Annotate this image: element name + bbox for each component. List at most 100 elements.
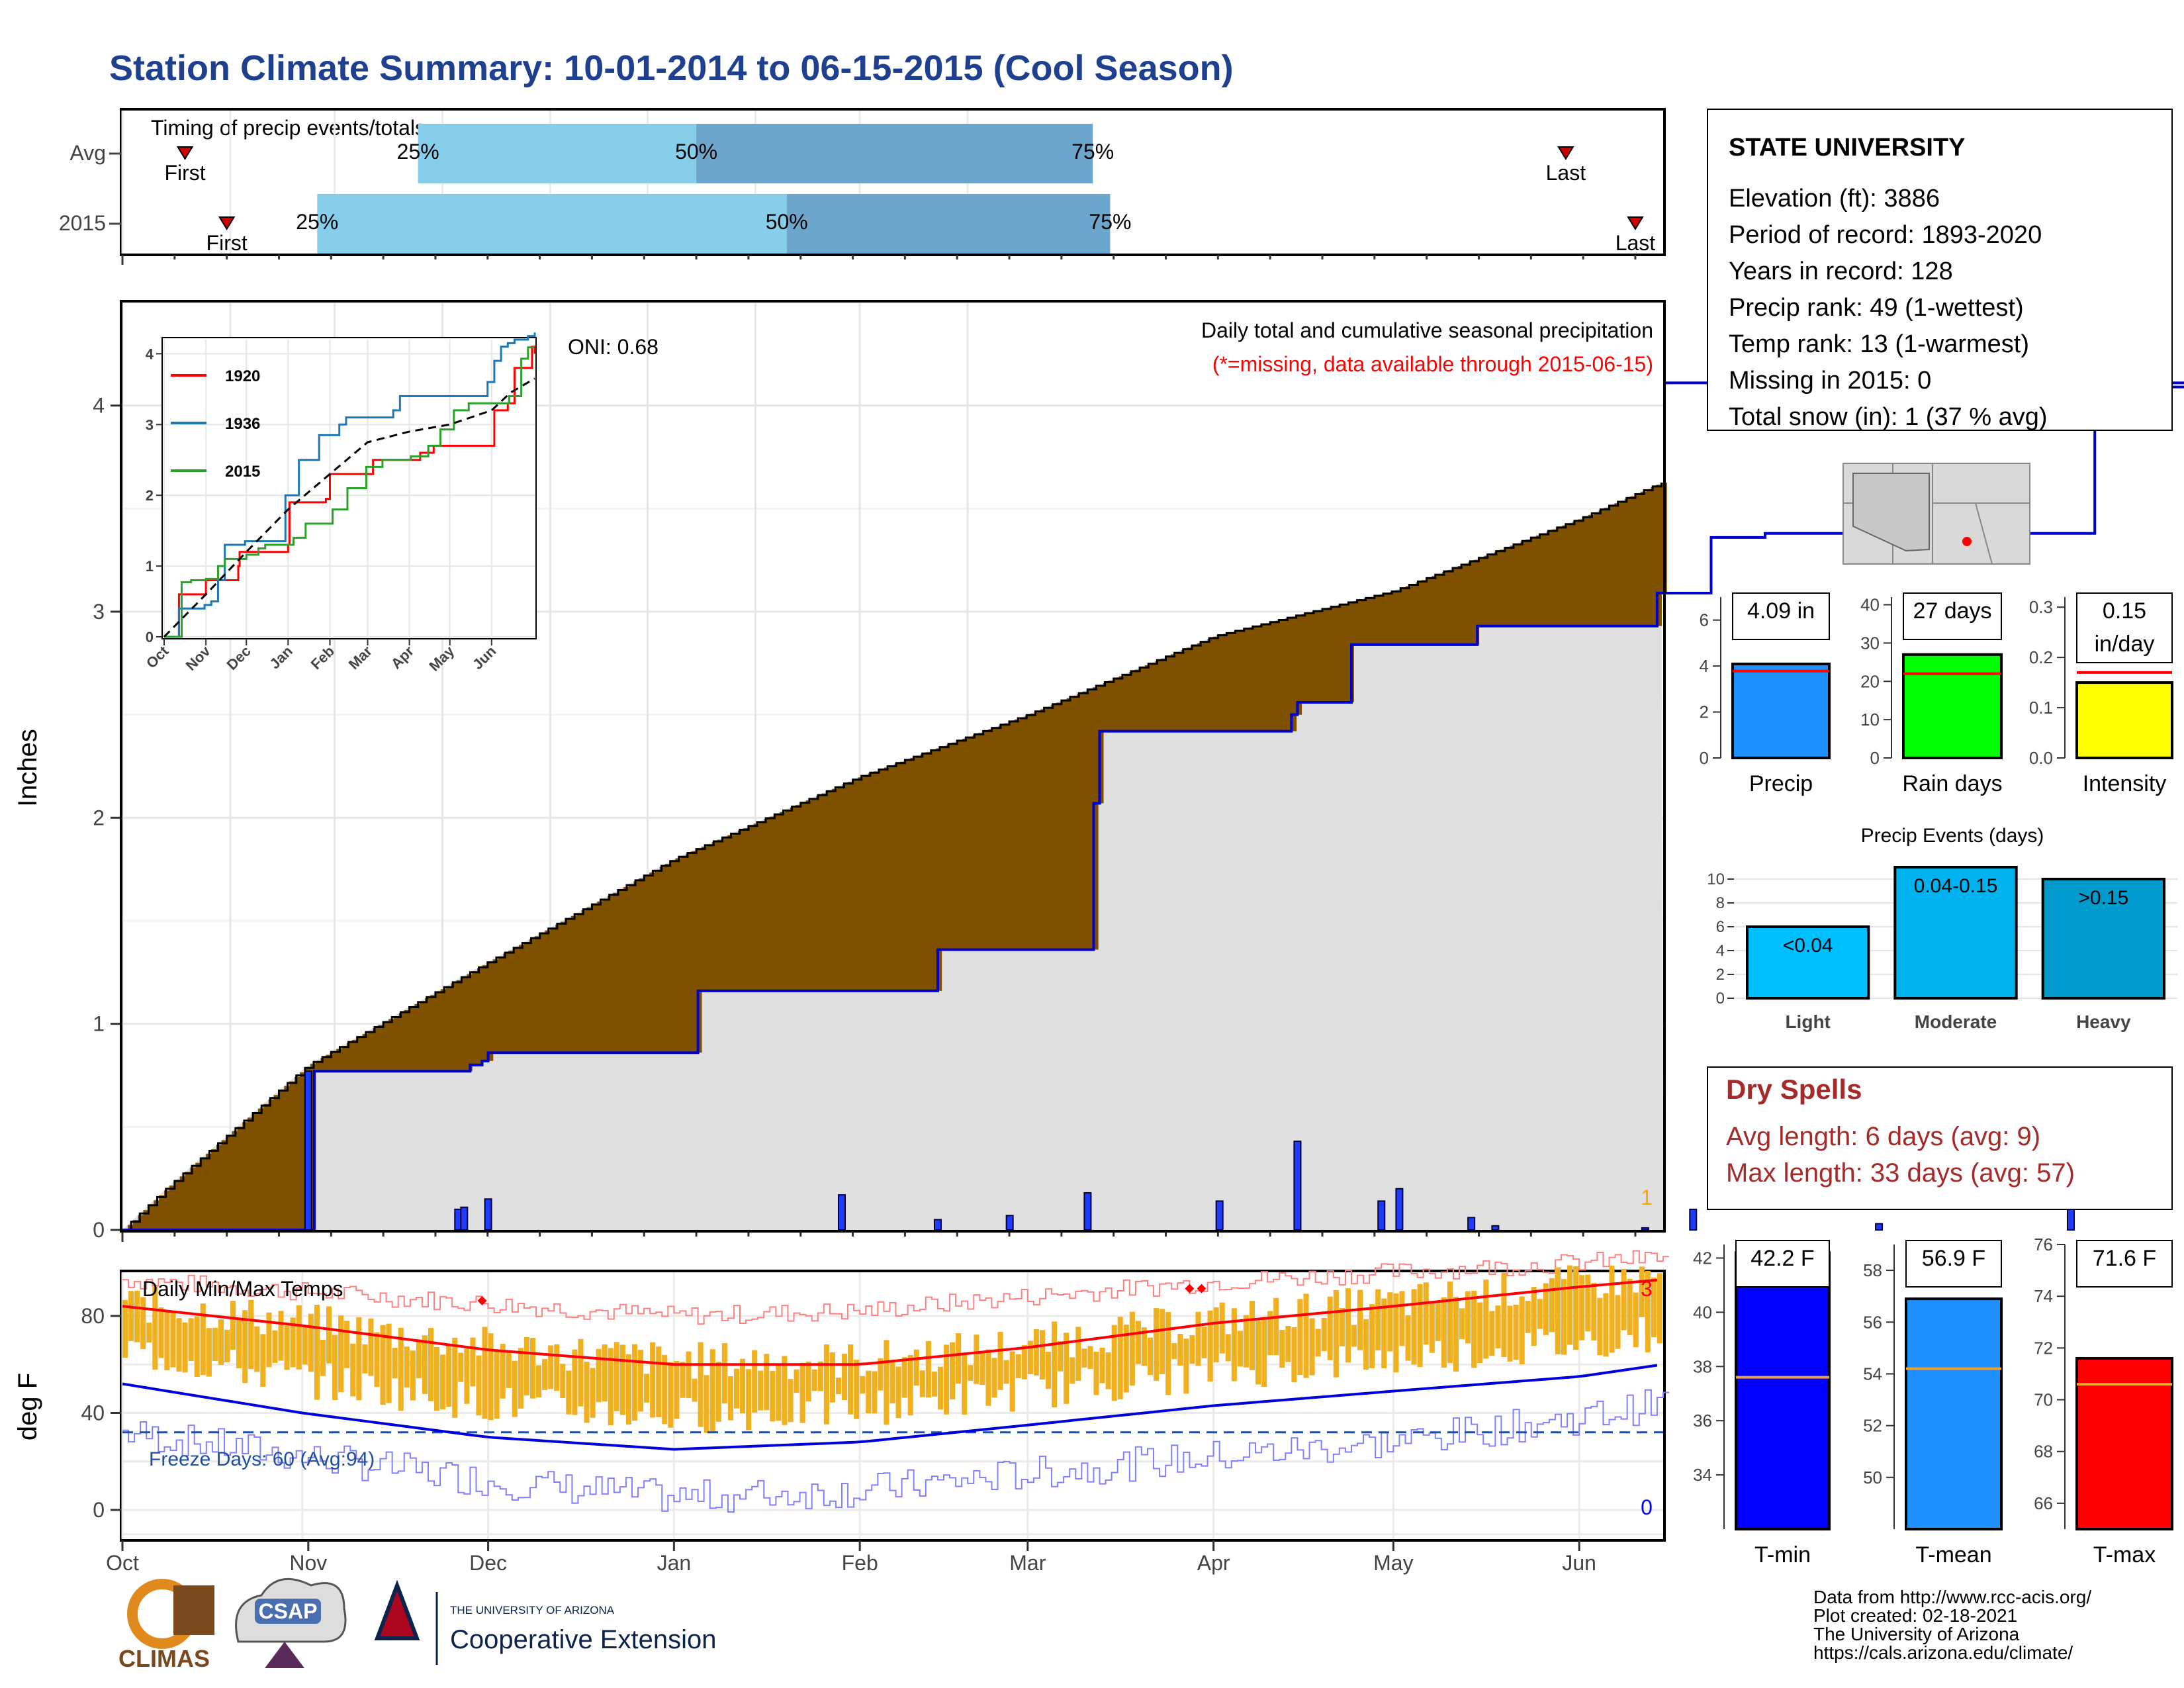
- diff-fill: [289, 1081, 295, 1230]
- diff-fill: [868, 773, 874, 991]
- credits: Data from http://www.rcc-acis.org/ Plot …: [1813, 1587, 2091, 1663]
- diff-fill: [785, 810, 791, 991]
- diff-fill: [686, 853, 692, 1053]
- station-line: Precip rank: 49 (1-wettest): [1729, 294, 2024, 322]
- daily-temp-bar: [1279, 1329, 1285, 1368]
- temp-panel: 0 40 80 Daily Min/Max Temps deg F Freeze D…: [13, 1250, 1670, 1575]
- diff-fill: [936, 748, 942, 991]
- diff-fill: [378, 1025, 384, 1072]
- daily-temp-bar: [542, 1358, 548, 1390]
- y-tick-label: 38: [1693, 1356, 1712, 1376]
- daily-temp-bar: [1363, 1319, 1369, 1370]
- daily-temp-bar: [470, 1337, 476, 1387]
- daily-temp-bar: [368, 1318, 374, 1376]
- record-marker: [1197, 1284, 1206, 1293]
- y-tick-label: 2: [1716, 966, 1725, 984]
- inset-y-tick-label: 2: [146, 487, 154, 504]
- daily-temp-bar: [1141, 1327, 1147, 1366]
- daily-temp-bar: [662, 1354, 668, 1425]
- daily-temp-bar: [835, 1378, 842, 1395]
- diff-fill: [972, 735, 979, 950]
- precip-missing-note: (*=missing, data available through 2015-…: [1212, 352, 1653, 376]
- daily-temp-bar: [1291, 1327, 1297, 1383]
- diff-fill: [341, 1046, 347, 1072]
- daily-temp-bar: [721, 1342, 727, 1404]
- diff-fill: [1520, 541, 1527, 626]
- daily-temp-bar: [715, 1362, 721, 1422]
- diff-fill: [675, 858, 682, 1053]
- daily-temp-bar: [698, 1342, 704, 1427]
- daily-temp-bar: [398, 1327, 404, 1411]
- diff-fill: [1421, 580, 1428, 645]
- daily-temp-bar: [770, 1370, 776, 1422]
- daily-temp-bar: [788, 1379, 794, 1423]
- diff-fill: [148, 1205, 154, 1230]
- location-map: [1843, 463, 2030, 565]
- daily-temp-bar: [1543, 1283, 1549, 1335]
- diff-fill: [628, 884, 635, 1053]
- y-tick-label: 3: [93, 600, 105, 624]
- daily-temp-bar: [1255, 1321, 1261, 1385]
- value-box: [1905, 1240, 2002, 1288]
- avg-cumulative-line: [122, 483, 1662, 1231]
- daily-temp-bar: [776, 1365, 782, 1421]
- diff-fill: [764, 819, 770, 991]
- timing-label-25: 25%: [296, 210, 338, 234]
- diff-fill: [847, 782, 854, 991]
- daily-temp-bar: [614, 1342, 619, 1411]
- diff-fill: [1265, 623, 1271, 731]
- diff-fill: [1473, 559, 1480, 645]
- diff-fill: [1374, 596, 1381, 645]
- diff-fill: [1317, 610, 1323, 702]
- daily-temp-bar: [1087, 1346, 1093, 1370]
- timing-label-50: 50%: [675, 140, 717, 164]
- y-tick-label: 70: [2034, 1390, 2053, 1410]
- daily-temp-bar: [854, 1360, 860, 1419]
- daily-temp-bar: [140, 1297, 146, 1350]
- diff-fill: [1218, 635, 1224, 731]
- diff-fill: [1223, 633, 1229, 731]
- diff-fill: [1353, 601, 1359, 645]
- daily-temp-bar: [1333, 1289, 1339, 1378]
- diff-fill: [753, 823, 760, 991]
- diff-fill: [664, 864, 671, 1053]
- inset-series-1936: [164, 332, 536, 638]
- diff-fill: [1432, 576, 1438, 645]
- daily-temp-bar: [1459, 1308, 1465, 1340]
- daily-temp-bar: [1058, 1341, 1064, 1372]
- daily-temp-bar: [182, 1322, 188, 1373]
- y-tick-label: 0: [1870, 748, 1880, 768]
- daily-temp-bar: [578, 1338, 584, 1407]
- diff-fill: [534, 936, 541, 1053]
- ua-ext-text: Cooperative Extension: [450, 1625, 716, 1654]
- timing-label-25: 25%: [397, 140, 439, 164]
- diff-fill: [670, 861, 676, 1053]
- diff-fill: [1118, 676, 1125, 731]
- diff-fill: [816, 796, 822, 991]
- diff-fill: [1390, 592, 1396, 645]
- daily-temp-bar: [872, 1371, 878, 1414]
- diff-fill: [498, 956, 504, 1053]
- diff-fill: [1306, 612, 1312, 702]
- diff-fill: [570, 915, 577, 1053]
- diff-fill: [1056, 702, 1062, 950]
- diff-fill: [1630, 496, 1636, 626]
- diff-fill: [1030, 714, 1036, 950]
- daily-temp-bar: [272, 1330, 278, 1363]
- daily-temp-bar: [170, 1313, 176, 1368]
- daily-temp-bar: [848, 1344, 854, 1415]
- daily-temp-bar: [638, 1350, 644, 1412]
- daily-temp-bar: [1351, 1325, 1357, 1347]
- daily-temp-bar: [176, 1318, 182, 1372]
- diff-fill: [1187, 647, 1193, 731]
- diff-fill: [346, 1043, 353, 1072]
- diff-fill: [1244, 628, 1250, 731]
- daily-temp-bar: [194, 1316, 200, 1377]
- diff-fill: [691, 851, 697, 1053]
- diff-fill: [1270, 622, 1276, 731]
- last-marker: [1557, 146, 1574, 160]
- daily-temp-bar: [823, 1344, 829, 1425]
- diff-fill: [1051, 704, 1057, 950]
- daily-temp-bar: [296, 1305, 302, 1370]
